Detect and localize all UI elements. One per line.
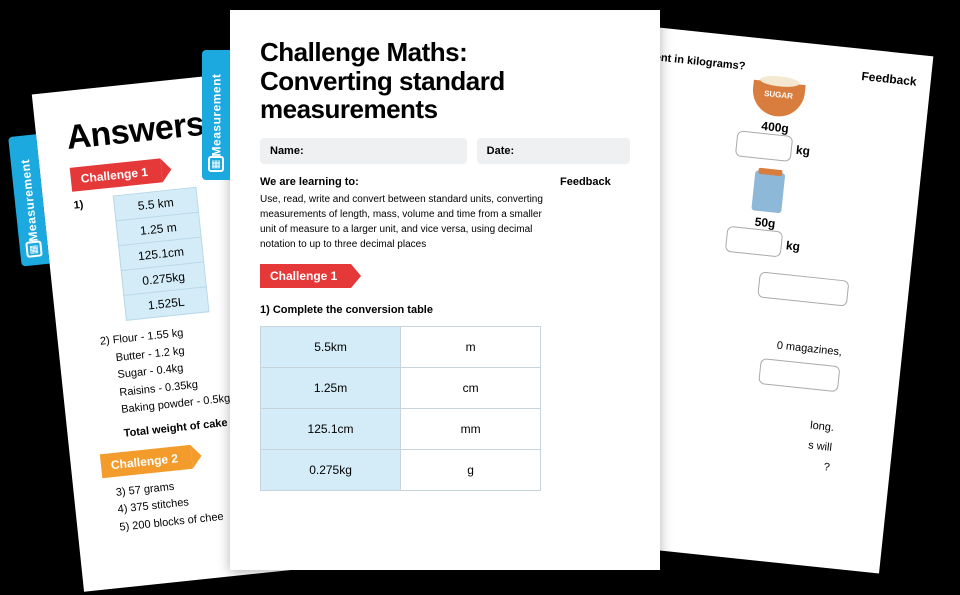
unit-label: kg: [785, 238, 800, 253]
table-row: 125.1cm mm: [261, 408, 541, 449]
tab-icon: ▦: [208, 156, 224, 172]
learning-row: We are learning to: Use, read, write and…: [260, 176, 630, 264]
answers-table-1: 5.5 km 1.25 m 125.1cm 0.275kg 1.525L: [113, 187, 210, 321]
to-unit[interactable]: m: [401, 326, 541, 367]
table-row: 5.5km m: [261, 326, 541, 367]
name-date-row: Name: Date:: [260, 138, 630, 164]
table-row: 1.25m cm: [261, 367, 541, 408]
side-tab: Measurement ▦: [8, 134, 49, 266]
side-tab: Measurement ▦: [202, 50, 230, 180]
title-line: measurements: [260, 94, 438, 124]
answer-input[interactable]: [725, 226, 783, 258]
table-row: 0.275kg g: [261, 449, 541, 490]
name-field[interactable]: Name:: [260, 138, 467, 164]
from-value: 125.1cm: [261, 408, 401, 449]
title-line: Converting standard: [260, 66, 505, 96]
answer-input[interactable]: [735, 130, 793, 162]
learning-objective: We are learning to: Use, read, write and…: [260, 176, 546, 264]
tab-icon: ▦: [25, 240, 43, 258]
from-value: 0.275kg: [261, 449, 401, 490]
answer-input[interactable]: [757, 271, 849, 306]
tab-label: Measurement: [209, 74, 223, 157]
from-value: 5.5km: [261, 326, 401, 367]
to-unit[interactable]: cm: [401, 367, 541, 408]
worksheet-title: Challenge Maths: Converting standard mea…: [260, 38, 630, 124]
tab-label: Measurement: [18, 158, 41, 242]
challenge-2-badge: Challenge 2: [100, 444, 193, 477]
feedback-heading: Feedback: [560, 176, 630, 264]
title-line: Challenge Maths:: [260, 37, 467, 67]
q1-number: 1): [73, 199, 97, 335]
sugar-bowl-icon: SUGAR: [750, 80, 805, 119]
question-1: 1) Complete the conversion table: [260, 304, 630, 316]
answer-input[interactable]: [758, 358, 840, 392]
challenge-1-badge: Challenge 1: [70, 158, 163, 191]
sugar-label: SUGAR: [752, 88, 805, 102]
learning-text: Use, read, write and convert between sta…: [260, 192, 546, 252]
from-value: 1.25m: [261, 367, 401, 408]
container-icon: [751, 170, 785, 213]
unit-label: kg: [795, 143, 810, 158]
challenge-1-badge: Challenge 1: [260, 264, 351, 288]
worksheet-page-1: Measurement ▦ Challenge Maths: Convertin…: [230, 10, 660, 570]
conversion-table: 5.5km m 1.25m cm 125.1cm mm 0.275kg g: [260, 326, 541, 491]
date-field[interactable]: Date:: [477, 138, 630, 164]
to-unit[interactable]: mm: [401, 408, 541, 449]
learning-heading: We are learning to:: [260, 176, 546, 188]
to-unit[interactable]: g: [401, 449, 541, 490]
ingredient-2: 50g kg: [632, 158, 899, 269]
